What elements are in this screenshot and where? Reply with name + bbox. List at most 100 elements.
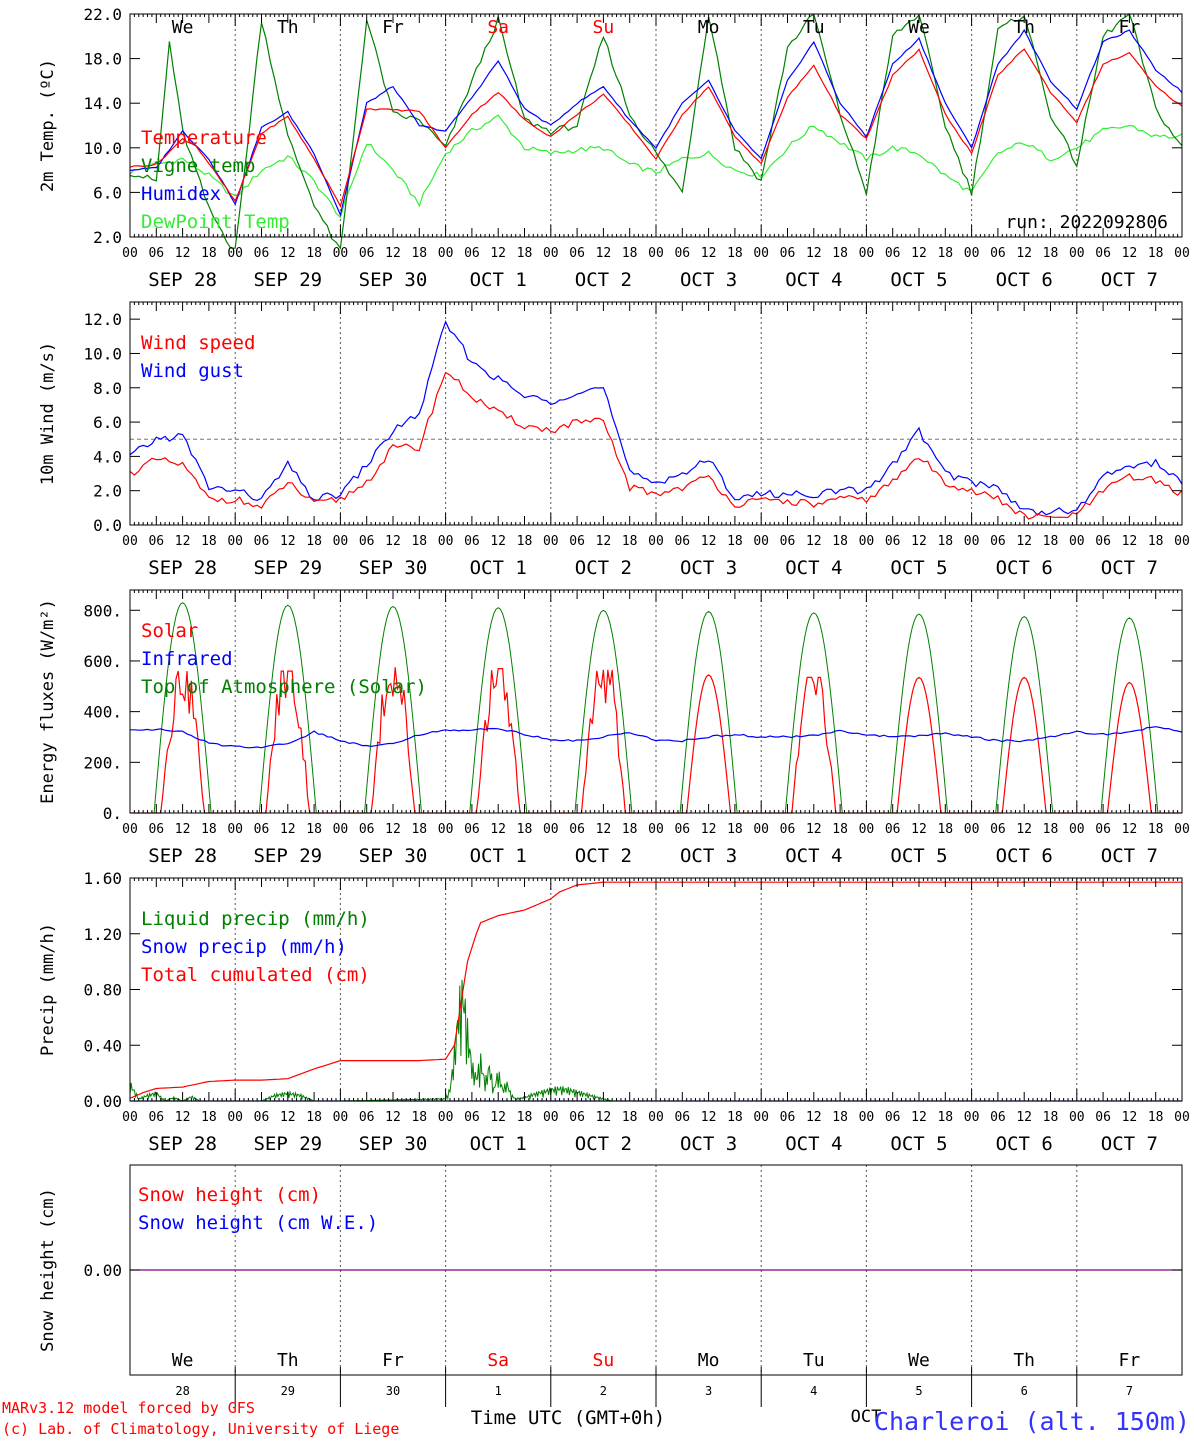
day-name: We [172, 1350, 194, 1371]
hour-tick-label: 18 [1148, 246, 1164, 261]
legend-entry: Wind gust [141, 360, 244, 382]
hour-tick-label: 06 [569, 822, 585, 837]
hour-tick-label: 00 [648, 1110, 664, 1125]
hour-tick-label: 06 [674, 534, 690, 549]
hour-tick-label: 00 [753, 1110, 769, 1125]
hour-tick-label: 00 [227, 1110, 243, 1125]
hour-tick-label: 18 [622, 1110, 638, 1125]
hour-tick-label: 00 [543, 534, 559, 549]
hour-tick-label: 00 [122, 534, 138, 549]
hour-tick-label: 18 [306, 534, 322, 549]
hour-tick-label: 06 [464, 822, 480, 837]
date-label: OCT 6 [996, 1133, 1053, 1155]
hour-tick-label: 18 [1148, 534, 1164, 549]
date-label: OCT 5 [890, 845, 947, 867]
hour-tick-label: 12 [911, 246, 927, 261]
date-label: SEP 28 [148, 269, 217, 291]
date-label: OCT 4 [785, 269, 842, 291]
hour-tick-label: 12 [806, 246, 822, 261]
day-name: Sa [487, 1350, 509, 1371]
hour-tick-label: 12 [175, 1110, 191, 1125]
hour-tick-label: 06 [359, 1110, 375, 1125]
y-tick-label: 10.0 [83, 344, 122, 363]
day-number: 7 [1126, 1384, 1133, 1398]
y-tick-label: 400. [83, 703, 122, 722]
hour-tick-label: 12 [596, 246, 612, 261]
day-number: 30 [386, 1384, 400, 1398]
y-tick-label: 18.0 [83, 50, 122, 69]
hour-tick-label: 00 [753, 534, 769, 549]
series-line-temperature [129, 48, 1183, 208]
hour-tick-label: 00 [543, 1110, 559, 1125]
day-number: 4 [810, 1384, 817, 1398]
hour-tick-label: 00 [122, 1110, 138, 1125]
legend-entry: Top of Atmosphere (Solar) [141, 676, 427, 698]
hour-tick-label: 00 [122, 246, 138, 261]
hour-tick-label: 18 [411, 822, 427, 837]
day-number: 2 [600, 1384, 607, 1398]
hour-tick-label: 18 [1148, 1110, 1164, 1125]
hour-tick-label: 18 [306, 246, 322, 261]
y-tick-label: 200. [83, 753, 122, 772]
hour-tick-label: 00 [1174, 246, 1190, 261]
hour-tick-label: 12 [1122, 822, 1138, 837]
series-line-vigne-temp [129, 13, 1183, 250]
hour-tick-label: 00 [859, 534, 875, 549]
hour-tick-label: 18 [1043, 1110, 1059, 1125]
hour-tick-label: 18 [937, 1110, 953, 1125]
hour-tick-label: 12 [1016, 822, 1032, 837]
hour-tick-label: 00 [964, 822, 980, 837]
hour-tick-label: 00 [227, 534, 243, 549]
footer-copyright: (c) Lab. of Climatology, University of L… [2, 1420, 399, 1438]
legend-entry: DewPoint Temp [141, 211, 290, 233]
y-axis-title: Snow height (cm) [38, 1188, 58, 1352]
day-name: Th [277, 17, 299, 38]
hour-tick-label: 12 [1122, 1110, 1138, 1125]
x-axis-title: Time UTC (GMT+0h) [471, 1407, 665, 1429]
day-name: We [908, 17, 930, 38]
date-label: OCT 6 [996, 269, 1053, 291]
hour-tick-label: 06 [148, 534, 164, 549]
hour-tick-label: 06 [780, 534, 796, 549]
hour-tick-label: 00 [438, 1110, 454, 1125]
date-label: OCT 2 [575, 269, 632, 291]
hour-tick-label: 18 [727, 1110, 743, 1125]
day-number: 3 [705, 1384, 712, 1398]
hour-tick-label: 06 [1095, 534, 1111, 549]
hour-tick-label: 06 [148, 822, 164, 837]
date-label: OCT 4 [785, 557, 842, 579]
run-label: run: 2022092806 [1005, 212, 1168, 233]
hour-tick-label: 00 [859, 246, 875, 261]
day-name: Sa [487, 17, 509, 38]
hour-tick-label: 18 [937, 822, 953, 837]
hour-tick-label: 00 [333, 246, 349, 261]
y-tick-label: 1.20 [83, 925, 122, 944]
hour-tick-label: 00 [964, 534, 980, 549]
y-tick-label: 12.0 [83, 310, 122, 329]
hour-tick-label: 12 [280, 534, 296, 549]
hour-tick-label: 06 [990, 822, 1006, 837]
hour-tick-label: 00 [438, 822, 454, 837]
date-label: OCT 7 [1101, 845, 1158, 867]
date-label: OCT 5 [890, 269, 947, 291]
date-label: SEP 29 [253, 1133, 322, 1155]
day-name: Th [1013, 1350, 1035, 1371]
hour-tick-label: 06 [780, 246, 796, 261]
date-label: SEP 29 [253, 269, 322, 291]
day-name: We [908, 1350, 930, 1371]
hour-tick-label: 18 [411, 246, 427, 261]
hour-tick-label: 06 [359, 246, 375, 261]
date-label: SEP 28 [148, 557, 217, 579]
hour-tick-label: 12 [701, 1110, 717, 1125]
hour-tick-label: 12 [1016, 246, 1032, 261]
hour-tick-label: 06 [254, 534, 270, 549]
hour-tick-label: 06 [359, 534, 375, 549]
day-name: Su [593, 17, 615, 38]
hour-tick-label: 12 [385, 246, 401, 261]
date-label: OCT 5 [890, 1133, 947, 1155]
hour-tick-label: 12 [1016, 1110, 1032, 1125]
hour-tick-label: 12 [701, 822, 717, 837]
series-line-wind-gust [129, 320, 1183, 516]
hour-tick-label: 18 [517, 1110, 533, 1125]
legend-entry: Snow precip (mm/h) [141, 936, 347, 958]
